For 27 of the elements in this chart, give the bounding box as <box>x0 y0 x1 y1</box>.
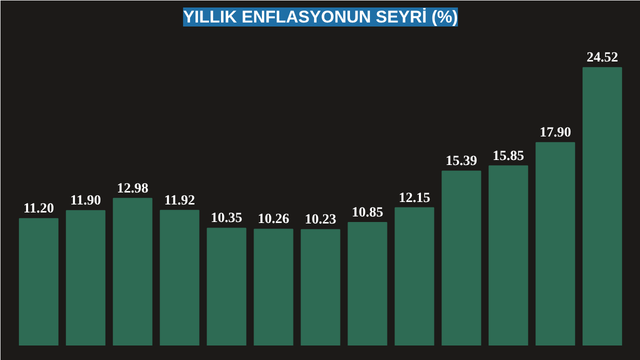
data-label: 10.23 <box>304 212 336 228</box>
data-label: 15.39 <box>446 154 478 170</box>
data-label: 11.92 <box>164 193 195 208</box>
bar <box>488 165 528 346</box>
data-label: 12.98 <box>116 181 148 196</box>
bar <box>254 228 294 346</box>
data-label: 10.26 <box>258 212 290 228</box>
bar <box>300 229 340 346</box>
bar <box>442 170 482 346</box>
data-label: 15.85 <box>492 148 524 164</box>
bar <box>18 218 58 346</box>
bar <box>160 210 200 346</box>
data-label: 12.15 <box>398 190 430 206</box>
data-label: 24.52 <box>586 50 618 66</box>
data-label: 10.35 <box>210 211 242 226</box>
bar <box>206 228 246 346</box>
data-label: 17.90 <box>540 126 572 141</box>
chart-title: YILLIK ENFLASYONUN SEYRİ (%) <box>183 8 458 26</box>
data-label: 11.90 <box>70 194 102 209</box>
bar <box>66 210 106 346</box>
bar <box>394 207 434 346</box>
bar <box>536 142 576 346</box>
bar <box>112 198 152 346</box>
data-label: 11.20 <box>23 202 54 217</box>
bar <box>582 67 622 346</box>
data-label: 10.85 <box>352 206 384 221</box>
bar <box>348 222 388 346</box>
